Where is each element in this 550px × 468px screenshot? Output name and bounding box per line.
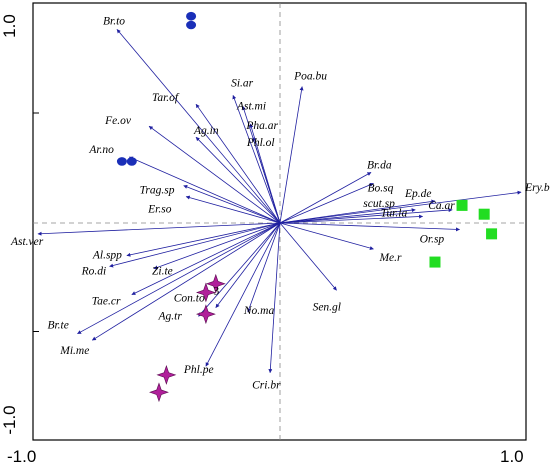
species-label-ag-tr: Ag.tr: [157, 310, 182, 322]
species-arrow-ro-di: [109, 222, 281, 268]
species-label-br-te: Br.te: [47, 320, 68, 332]
species-label-pha-ar: Pha.ar: [245, 120, 278, 132]
species-arrow-al-spp: [126, 222, 281, 257]
species-arrow-no-ma: [247, 222, 281, 313]
species-arrow-ar-no: [128, 156, 281, 224]
species-label-tae-cr: Tae.cr: [92, 296, 121, 308]
species-arrow-tur-la: [279, 214, 424, 224]
species-arrow-zi-te: [153, 222, 281, 270]
species-arrow-ery-bi: [279, 190, 522, 224]
species-arrow-bo-sq: [279, 182, 374, 224]
species-label-ca-ar: Ca.ar: [428, 200, 455, 212]
species-arrow-con-to: [215, 222, 281, 308]
sample-point-star: [195, 282, 216, 303]
species-arrow-si-ar: [232, 95, 281, 224]
sample-point-square: [429, 256, 441, 268]
sample-point-circle: [186, 20, 197, 30]
species-arrow-br-te: [77, 222, 281, 335]
species-label-phl-ol: Phl.ol: [246, 137, 275, 149]
species-label-br-da: Br.da: [367, 159, 392, 171]
species-label-sen-gl: Sen.gl: [313, 301, 341, 313]
species-label-scut-sp: scut.sp: [363, 198, 395, 210]
species-arrow-ast-ver: [37, 222, 281, 236]
sample-point-star: [156, 364, 177, 385]
species-label-fe-ov: Fe.ov: [104, 115, 132, 127]
species-label-poa-bu: Poa.bu: [293, 71, 327, 83]
species-label-zi-te: Zi.te: [152, 266, 173, 278]
species-label-ar-no: Ar.no: [88, 144, 114, 156]
sample-point-star: [195, 304, 216, 325]
species-arrow-tae-cr: [131, 222, 281, 295]
point-annotation: 3: [213, 284, 219, 298]
x-tick-label-max: 1.0: [500, 447, 524, 466]
species-label-er-so: Er.so: [147, 204, 172, 216]
species-label-con-to: Con.to: [174, 293, 205, 305]
species-arrow-me-r: [279, 222, 374, 251]
species-label-al-spp: Al.spp: [92, 250, 122, 262]
species-arrow-ag-in: [195, 136, 281, 224]
species-arrow-ag-tr: [198, 222, 281, 317]
species-label-tar-of: Tar.of: [152, 92, 180, 104]
species-arrow-tar-of: [195, 103, 281, 224]
sample-point-circle: [186, 11, 197, 21]
species-arrow-poa-bu: [279, 86, 304, 224]
species-arrow-or-sp: [279, 222, 460, 232]
species-arrow-sen-gl: [279, 222, 337, 291]
species-arrow-cri-br: [268, 222, 281, 374]
species-label-trag-sp: Trag.sp: [140, 185, 175, 197]
species-label-ro-di: Ro.di: [81, 265, 107, 277]
species-label-ast-mi: Ast.mi: [236, 100, 266, 112]
species-label-no-ma: No.ma: [243, 305, 275, 317]
sample-point-square: [478, 208, 490, 220]
y-tick-label-min: -1.0: [0, 405, 19, 434]
species-arrow-scut-sp: [279, 208, 416, 224]
species-label-phl-pe: Phl.pe: [183, 364, 214, 376]
species-arrow-ep-de: [279, 199, 436, 224]
species-label-bo-sq: Bo.sq: [367, 182, 393, 194]
sample-point-circle: [126, 157, 137, 166]
species-label-ep-de: Ep.de: [404, 188, 432, 200]
plot-frame: [32, 2, 527, 441]
species-arrow-br-da: [279, 172, 372, 224]
species-arrow-trag-sp: [183, 185, 281, 224]
sample-point-star: [205, 273, 226, 294]
species-label-br-to: Br.to: [103, 15, 125, 27]
sample-point-square: [456, 199, 468, 211]
species-arrow-ca-ar: [279, 208, 453, 224]
species-label-ag-in: Ag.in: [193, 125, 219, 137]
species-label-mi-me: Mi.me: [59, 345, 89, 357]
species-arrow-phl-pe: [205, 222, 281, 367]
sample-point-square: [486, 228, 498, 240]
species-label-tur-la: Tur.la: [381, 207, 408, 219]
species-label-si-ar: Si.ar: [231, 77, 254, 89]
species-label-ast-ver: Ast.ver: [10, 236, 44, 248]
species-label-ery-bi: Ery.bi: [524, 182, 550, 194]
species-arrow-er-so: [185, 195, 281, 224]
species-arrow-phl-ol: [252, 136, 281, 224]
species-label-me-r: Me.r: [378, 252, 402, 264]
species-arrow-br-to: [116, 29, 281, 224]
species-label-or-sp: Or.sp: [420, 234, 445, 246]
species-label-cri-br: Cri.br: [252, 380, 281, 392]
sample-point-circle: [116, 157, 127, 166]
species-arrow-mi-me: [91, 222, 281, 341]
y-tick-label-max: 1.0: [0, 14, 19, 38]
x-tick-label-min: -1.0: [7, 447, 36, 466]
species-arrow-fe-ov: [148, 125, 281, 224]
sample-point-star: [149, 382, 169, 403]
